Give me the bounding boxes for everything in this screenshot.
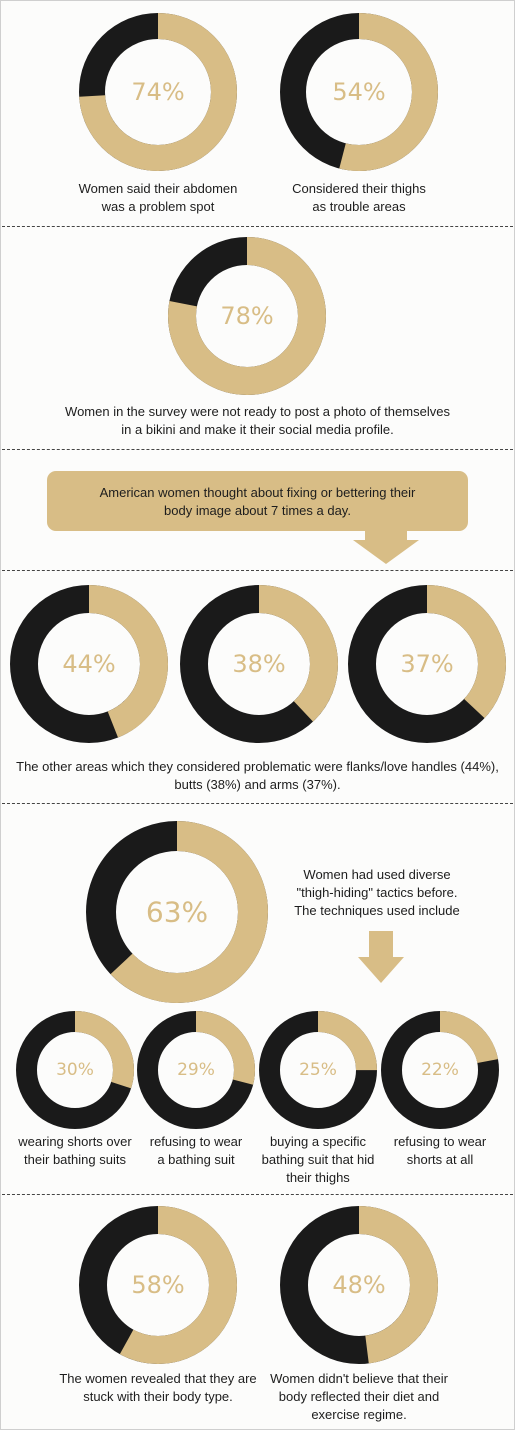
section-divider xyxy=(2,226,513,227)
caption-line: in a bikini and make it their social med… xyxy=(121,422,394,437)
donut-value-arc xyxy=(10,585,168,743)
donut-percent-label: 44% xyxy=(62,650,115,678)
donut-percent-label: 58% xyxy=(131,1271,184,1299)
caption-line: refusing to wear xyxy=(149,1134,243,1149)
donut-value-arc xyxy=(137,1011,255,1129)
donut-arms: 37% xyxy=(348,585,506,743)
donut-percent-label: 78% xyxy=(220,302,273,330)
donut-bikini-photo: 78% xyxy=(168,237,326,395)
donut-percent-label: 25% xyxy=(299,1060,337,1080)
donut-abdomen: 74% xyxy=(79,13,237,171)
down-arrow-icon xyxy=(358,931,404,983)
caption-refuse-shorts: refusing to wear shorts at all xyxy=(375,1133,505,1169)
donut-value-arc xyxy=(280,13,438,171)
callout-line: body image about 7 times a day. xyxy=(164,503,351,518)
caption-line: a bathing suit xyxy=(157,1152,235,1167)
donut-value-arc xyxy=(86,821,268,1003)
callout-box: American women thought about fixing or b… xyxy=(47,471,468,531)
caption-line: Women didn't believe that their xyxy=(270,1371,448,1386)
callout-text: American women thought about fixing or b… xyxy=(47,484,468,520)
caption-body-type: The women revealed that they are stuck w… xyxy=(48,1370,268,1406)
caption-thigh-hiding: Women had used diverse "thigh-hiding" ta… xyxy=(282,866,472,920)
donut-butts: 38% xyxy=(180,585,338,743)
caption-line: The techniques used include xyxy=(294,903,460,918)
caption-line: The women revealed that they are xyxy=(59,1371,257,1386)
caption-line: shorts at all xyxy=(406,1152,474,1167)
caption-line: stuck with their body type. xyxy=(83,1389,233,1404)
donut-thighs: 54% xyxy=(280,13,438,171)
donut-value-arc xyxy=(168,237,326,395)
caption-line: bathing suit that hid xyxy=(261,1152,375,1167)
donut-refuse-bathing-suit: 29% xyxy=(137,1011,255,1129)
donut-percent-label: 37% xyxy=(400,650,453,678)
caption-specific-suit: buying a specific bathing suit that hid … xyxy=(253,1133,383,1187)
caption-line: Women had used diverse xyxy=(303,867,451,882)
donut-percent-label: 54% xyxy=(332,78,385,106)
donut-value-arc xyxy=(180,585,338,743)
caption-line: was a problem spot xyxy=(101,199,215,214)
caption-line: "thigh-hiding" tactics before. xyxy=(296,885,458,900)
donut-value-arc xyxy=(79,1206,237,1364)
caption-shorts-over-suits: wearing shorts over their bathing suits xyxy=(10,1133,140,1169)
donut-value-arc xyxy=(381,1011,499,1129)
caption-line: body reflected their diet and xyxy=(278,1389,440,1404)
donut-percent-label: 29% xyxy=(177,1060,215,1080)
caption-line: their bathing suits xyxy=(24,1152,126,1167)
donut-value-arc xyxy=(79,13,237,171)
caption-line: their thighs xyxy=(286,1170,350,1185)
section-divider xyxy=(2,803,513,804)
donut-shorts-over-suits: 30% xyxy=(16,1011,134,1129)
caption-other-areas: The other areas which they considered pr… xyxy=(10,758,505,794)
caption-diet-regime: Women didn't believe that their body ref… xyxy=(249,1370,469,1424)
down-arrow-icon xyxy=(353,531,419,564)
caption-line: The other areas which they considered pr… xyxy=(16,759,499,774)
caption-line: exercise regime. xyxy=(311,1407,407,1422)
donut-percent-label: 48% xyxy=(332,1271,385,1299)
section-divider xyxy=(2,1194,513,1195)
caption-line: wearing shorts over xyxy=(18,1134,132,1149)
caption-refuse-bathing-suit: refusing to wear a bathing suit xyxy=(131,1133,261,1169)
caption-line: refusing to wear xyxy=(393,1134,487,1149)
donut-percent-label: 63% xyxy=(146,896,208,929)
caption-bikini-photo: Women in the survey were not ready to po… xyxy=(20,403,495,439)
donut-flanks: 44% xyxy=(10,585,168,743)
donut-value-arc xyxy=(280,1206,438,1364)
section-divider xyxy=(2,449,513,450)
caption-thighs: Considered their thighs as trouble areas xyxy=(259,180,459,216)
donut-percent-label: 38% xyxy=(232,650,285,678)
caption-line: as trouble areas xyxy=(312,199,406,214)
donut-percent-label: 30% xyxy=(56,1060,94,1080)
donut-percent-label: 74% xyxy=(131,78,184,106)
donut-diet-regime: 48% xyxy=(280,1206,438,1364)
caption-line: butts (38%) and arms (37%). xyxy=(174,777,341,792)
donut-specific-suit: 25% xyxy=(259,1011,377,1129)
caption-line: Women said their abdomen xyxy=(78,181,238,196)
section-divider xyxy=(2,570,513,571)
donut-body-type: 58% xyxy=(79,1206,237,1364)
callout-line: American women thought about fixing or b… xyxy=(99,485,416,500)
caption-line: Women in the survey were not ready to po… xyxy=(65,404,450,419)
donut-thigh-hiding: 63% xyxy=(86,821,268,1003)
donut-refuse-shorts: 22% xyxy=(381,1011,499,1129)
caption-line: buying a specific xyxy=(269,1134,367,1149)
donut-value-arc xyxy=(348,585,506,743)
donut-percent-label: 22% xyxy=(421,1060,459,1080)
caption-abdomen: Women said their abdomen was a problem s… xyxy=(58,180,258,216)
donut-value-arc xyxy=(259,1011,377,1129)
caption-line: Considered their thighs xyxy=(292,181,426,196)
donut-value-arc xyxy=(16,1011,134,1129)
